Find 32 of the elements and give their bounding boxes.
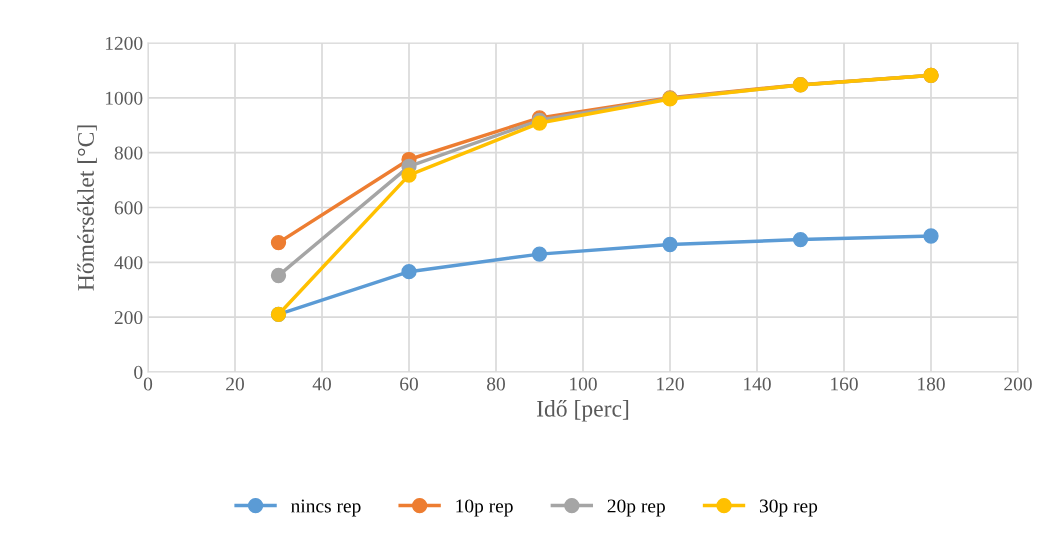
legend-label: 20p rep xyxy=(607,499,665,517)
x-tick-label: 60 xyxy=(400,377,418,391)
x-tick-label: 40 xyxy=(312,377,331,391)
point xyxy=(923,228,939,244)
x-tick-label: 100 xyxy=(570,377,597,391)
x-axis-title: Idő [perc] xyxy=(536,400,629,422)
y-tick-label: 400 xyxy=(114,256,143,270)
legend-label: 10p rep xyxy=(456,499,513,517)
x-tick-label: 140 xyxy=(744,377,771,391)
x-tick-label: 160 xyxy=(831,377,858,391)
x-tick-label: 0 xyxy=(143,377,153,391)
point xyxy=(401,264,417,280)
y-tick-label: 1200 xyxy=(105,36,143,50)
point xyxy=(662,236,678,253)
x-tick-label: 200 xyxy=(1004,377,1032,391)
x-tick-label: 120 xyxy=(657,377,684,391)
y-tick-label: 0 xyxy=(134,365,143,379)
point xyxy=(270,234,287,251)
legend-label: 30p rep xyxy=(759,499,818,517)
y-tick-label: 600 xyxy=(114,201,143,215)
y-tick-label: 200 xyxy=(114,310,143,325)
point xyxy=(270,267,287,284)
y-axis-title: Hőmérséklet [°C] xyxy=(77,125,97,291)
x-tick-label: 20 xyxy=(226,377,244,391)
x-tick-label: 180 xyxy=(918,377,945,391)
point xyxy=(401,167,417,183)
y-tick-label: 800 xyxy=(114,146,143,160)
y-tick-label: 1000 xyxy=(105,91,143,105)
point xyxy=(531,246,548,262)
point xyxy=(792,231,809,248)
legend-label: nincs rep xyxy=(291,499,361,517)
x-tick-label: 80 xyxy=(487,377,505,391)
